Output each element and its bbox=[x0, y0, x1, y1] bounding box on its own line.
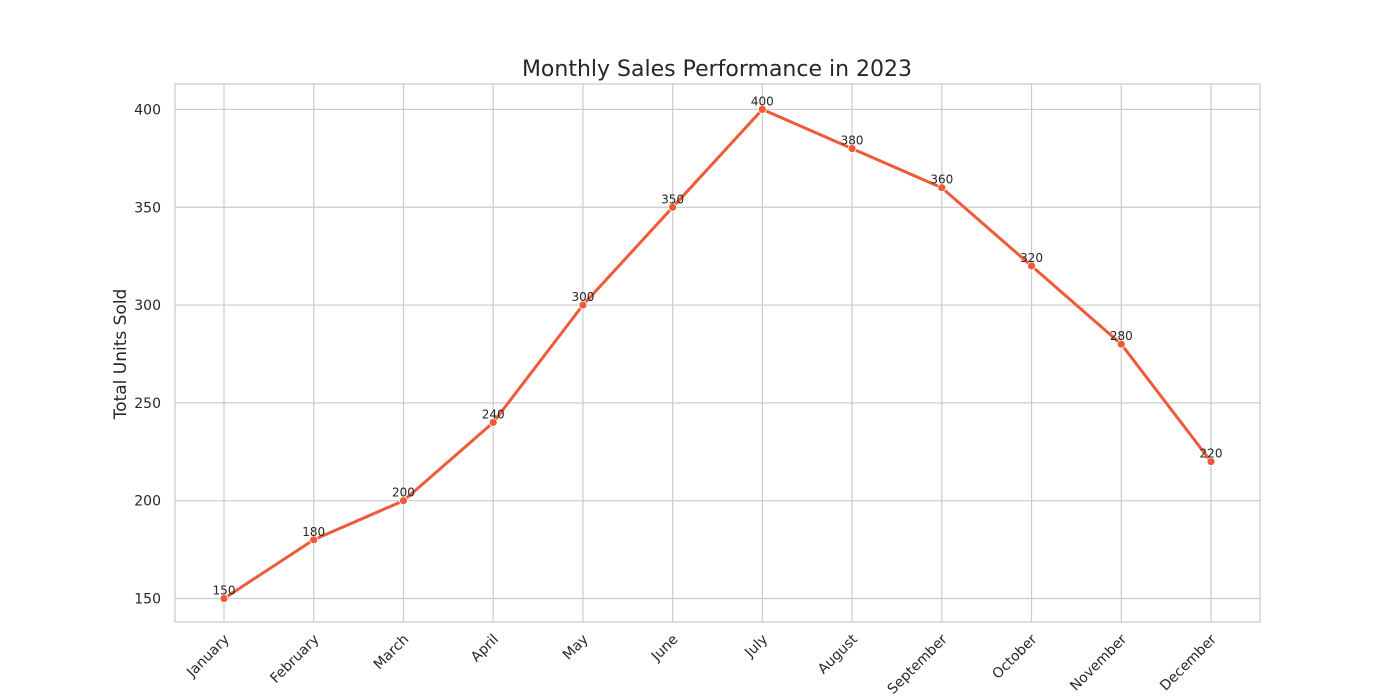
data-point bbox=[399, 496, 408, 506]
data-label: 220 bbox=[1200, 447, 1223, 461]
data-label: 360 bbox=[930, 173, 953, 187]
x-tick-label: June bbox=[648, 632, 682, 666]
gridlines bbox=[175, 84, 1260, 622]
y-tick-label: 250 bbox=[134, 396, 161, 412]
data-label: 350 bbox=[661, 192, 684, 206]
data-point bbox=[1206, 457, 1216, 466]
x-tick-label: April bbox=[468, 632, 502, 666]
x-axis-ticks: January February March April May June July Augu… bbox=[183, 631, 1220, 697]
data-point bbox=[757, 105, 767, 114]
series-line-path bbox=[222, 107, 1213, 600]
data-point bbox=[578, 300, 588, 310]
plot-area-frame bbox=[174, 83, 1261, 623]
x-tick-label: February bbox=[267, 632, 322, 687]
data-label: 280 bbox=[1110, 329, 1133, 343]
data-point bbox=[1027, 261, 1036, 271]
series-line bbox=[219, 105, 1216, 603]
x-tick-label: September bbox=[885, 631, 951, 697]
data-label: 240 bbox=[482, 407, 505, 421]
x-tick-label: August bbox=[815, 631, 861, 677]
data-label: 200 bbox=[392, 486, 415, 500]
data-point bbox=[488, 418, 498, 427]
y-tick-label: 150 bbox=[134, 592, 161, 608]
x-tick-label: October bbox=[989, 631, 1040, 682]
chart-title: Monthly Sales Performance in 2023 bbox=[522, 57, 912, 82]
data-point bbox=[309, 535, 319, 545]
data-point bbox=[847, 144, 857, 153]
x-tick-label: January bbox=[183, 632, 233, 682]
y-axis-ticks: 150 200 250 300 350 400 bbox=[134, 102, 161, 607]
data-point bbox=[1116, 339, 1126, 349]
y-tick-label: 350 bbox=[134, 200, 161, 216]
x-tick-label: December bbox=[1157, 631, 1220, 694]
x-tick-label: March bbox=[371, 632, 412, 673]
x-tick-label: November bbox=[1067, 631, 1130, 694]
data-label: 300 bbox=[571, 290, 594, 304]
y-tick-label: 200 bbox=[134, 494, 161, 510]
data-label: 380 bbox=[841, 134, 864, 148]
data-label: 180 bbox=[302, 525, 325, 539]
data-label: 150 bbox=[213, 584, 236, 598]
x-tick-label: July bbox=[741, 632, 771, 662]
y-axis-label: Total Units Sold bbox=[111, 289, 131, 421]
data-point bbox=[937, 183, 947, 193]
y-tick-label: 400 bbox=[134, 102, 161, 118]
data-label: 320 bbox=[1020, 251, 1043, 265]
x-tick-label: May bbox=[560, 632, 592, 664]
data-label: 400 bbox=[751, 94, 774, 108]
data-point bbox=[668, 202, 678, 212]
data-labels: 150 180 200 240 300 350 400 380 360 320 280 220 bbox=[213, 94, 1223, 597]
y-tick-label: 300 bbox=[134, 298, 161, 314]
data-point bbox=[219, 594, 229, 603]
